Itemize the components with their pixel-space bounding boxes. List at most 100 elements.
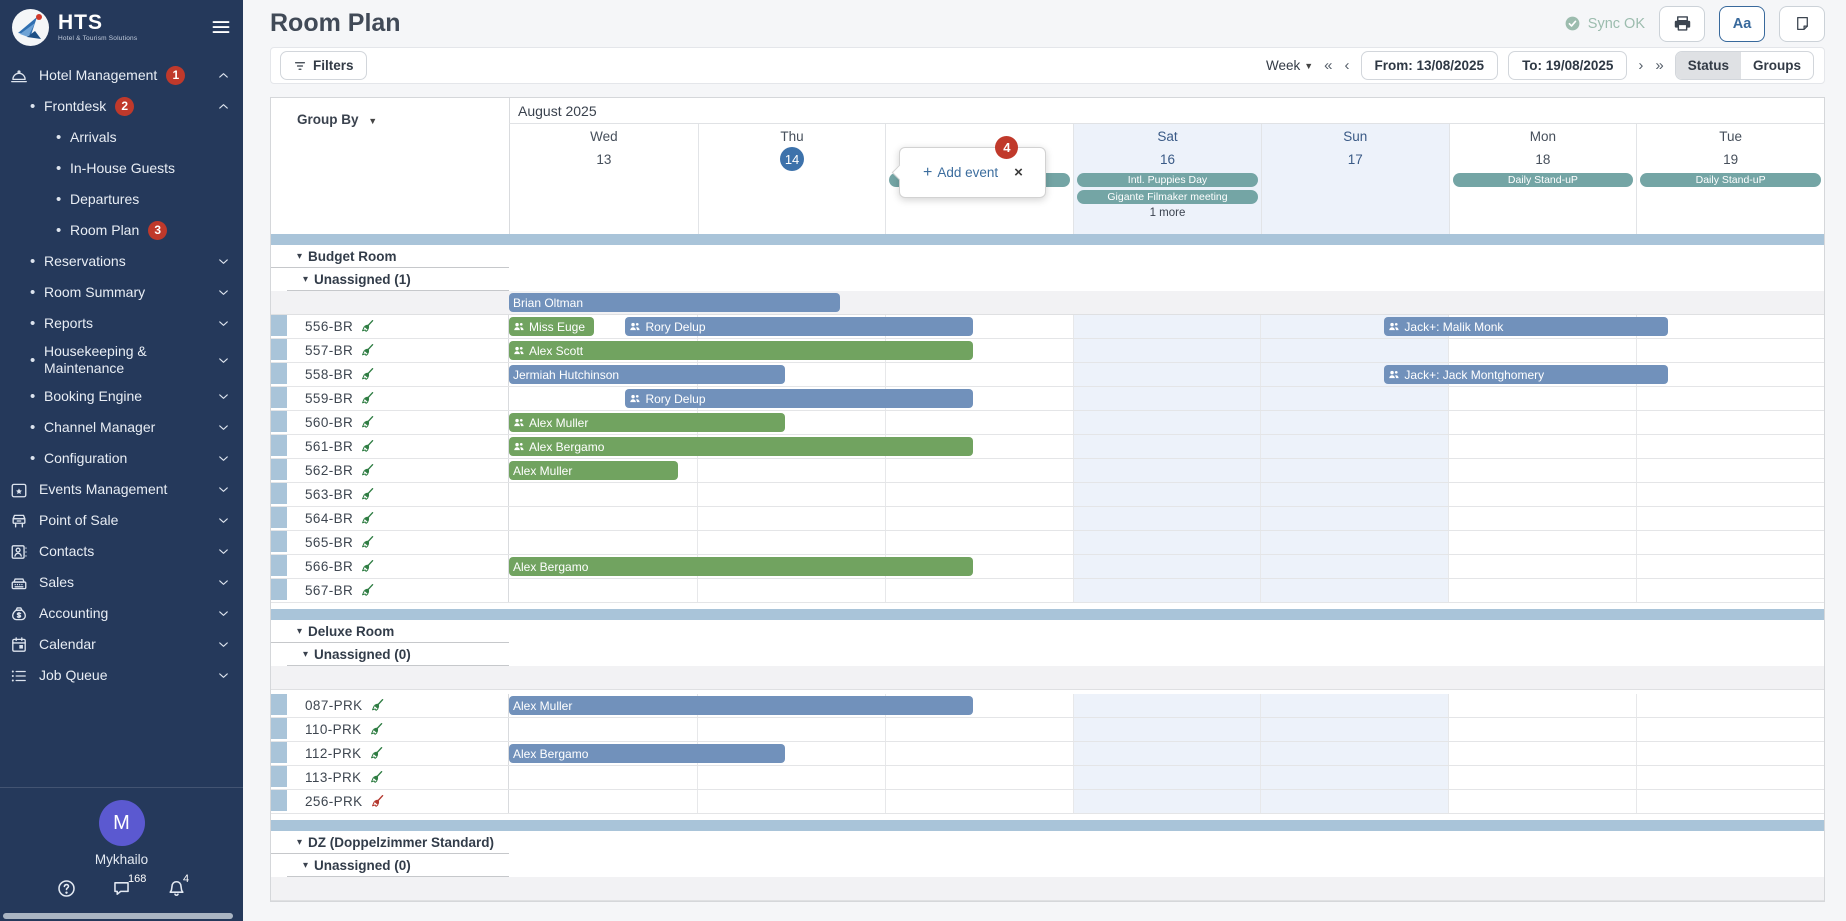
broom-icon[interactable] xyxy=(360,559,375,574)
chevron-down-icon[interactable] xyxy=(216,606,231,621)
room-label-cell[interactable]: 556-BR xyxy=(287,315,509,338)
chevron-up-icon[interactable] xyxy=(216,68,231,83)
sidebar-item-room-summary[interactable]: • Room Summary xyxy=(0,277,243,308)
collapse-caret-icon[interactable]: ▾ xyxy=(303,649,309,660)
chevron-down-icon[interactable] xyxy=(216,513,231,528)
print-button[interactable] xyxy=(1659,5,1705,42)
broom-icon[interactable] xyxy=(360,535,375,550)
help-icon[interactable] xyxy=(57,879,76,903)
room-label-cell[interactable]: 560-BR xyxy=(287,411,509,434)
broom-icon[interactable] xyxy=(360,391,375,406)
day-header-sat[interactable]: Sat 16 Intl. Puppies Day Gigante Filmaker m… xyxy=(1073,124,1261,234)
bell-icon[interactable]: 4 xyxy=(167,873,189,903)
room-day-area[interactable] xyxy=(509,531,1824,554)
sidebar-item-sales[interactable]: Sales xyxy=(0,567,243,598)
reservation-bar[interactable]: Jermiah Hutchinson xyxy=(509,365,786,384)
collapse-caret-icon[interactable]: ▾ xyxy=(297,251,303,262)
broom-icon[interactable] xyxy=(360,343,375,358)
room-label-cell[interactable]: 561-BR xyxy=(287,435,509,458)
day-header-tue[interactable]: Tue 19 Daily Stand-uP xyxy=(1636,124,1824,234)
room-day-area[interactable] xyxy=(509,718,1824,741)
chevron-down-icon[interactable] xyxy=(216,254,231,269)
reservation-bar[interactable]: Jack+: Malik Monk xyxy=(1384,317,1669,336)
reservation-bar[interactable]: Miss Euge xyxy=(509,317,594,336)
collapse-caret-icon[interactable]: ▾ xyxy=(303,860,309,871)
broom-icon[interactable] xyxy=(360,319,375,334)
room-day-area[interactable]: Alex Muller xyxy=(509,694,1824,717)
unassigned-header[interactable]: ▾ Unassigned (1) xyxy=(271,268,1824,291)
group-header-budget-room[interactable]: ▾ Budget Room xyxy=(271,245,1824,268)
room-label-cell[interactable]: 566-BR xyxy=(287,555,509,578)
reservation-bar[interactable]: Alex Muller xyxy=(509,696,973,715)
chat-icon[interactable]: 168 xyxy=(112,873,146,903)
reservation-bar[interactable]: Alex Bergamo xyxy=(509,557,973,576)
reservation-bar[interactable]: Alex Scott xyxy=(509,341,973,360)
chevron-down-icon[interactable] xyxy=(216,316,231,331)
room-label-cell[interactable]: 557-BR xyxy=(287,339,509,362)
room-label-cell[interactable]: 256-PRK xyxy=(287,790,509,813)
broom-icon[interactable] xyxy=(369,770,384,785)
chevron-up-icon[interactable] xyxy=(216,99,231,114)
broom-icon[interactable] xyxy=(370,794,385,809)
room-label-cell[interactable]: 113-PRK xyxy=(287,766,509,789)
chevron-down-icon[interactable] xyxy=(216,420,231,435)
room-label-cell[interactable]: 562-BR xyxy=(287,459,509,482)
sidebar-item-housekeeping-maintenance[interactable]: • Housekeeping & Maintenance xyxy=(0,339,243,381)
room-day-area[interactable]: Miss Euge Rory Delup Jack+: Malik Monk xyxy=(509,315,1824,338)
broom-icon[interactable] xyxy=(360,583,375,598)
sidebar-item-job-queue[interactable]: Job Queue xyxy=(0,660,243,691)
chevron-down-icon[interactable] xyxy=(216,389,231,404)
notes-button[interactable] xyxy=(1779,5,1825,42)
room-day-area[interactable]: Alex Bergamo xyxy=(509,555,1824,578)
add-event-button[interactable]: + Add event xyxy=(923,164,998,182)
chevron-down-icon[interactable] xyxy=(216,353,231,368)
reservation-bar[interactable]: Brian Oltman xyxy=(509,293,840,312)
date-to-field[interactable]: To: 19/08/2025 xyxy=(1508,51,1628,80)
sidebar-item-departures[interactable]: • Departures xyxy=(0,184,243,215)
sidebar-item-arrivals[interactable]: • Arrivals xyxy=(0,122,243,153)
broom-icon[interactable] xyxy=(370,698,385,713)
view-toggle-status[interactable]: Status xyxy=(1675,52,1741,79)
reservation-bar[interactable]: Alex Muller xyxy=(509,413,786,432)
day-header-sun[interactable]: Sun 17 xyxy=(1260,124,1449,234)
reservation-bar[interactable]: Rory Delup xyxy=(625,389,973,408)
sidebar-item-hotel-management[interactable]: Hotel Management 1 xyxy=(0,60,243,91)
calendar-event-pill[interactable]: Intl. Puppies Day xyxy=(1077,173,1258,187)
avatar[interactable]: M xyxy=(98,800,145,846)
sidebar-item-accounting[interactable]: Accounting xyxy=(0,598,243,629)
day-header-wed[interactable]: Wed 13 xyxy=(510,124,698,234)
sidebar-item-booking-engine[interactable]: • Booking Engine xyxy=(0,381,243,412)
room-day-area[interactable]: Jermiah Hutchinson Jack+: Jack Montghomer… xyxy=(509,363,1824,386)
sidebar-item-reservations[interactable]: • Reservations xyxy=(0,246,243,277)
room-label-cell[interactable]: 564-BR xyxy=(287,507,509,530)
room-label-cell[interactable]: 563-BR xyxy=(287,483,509,506)
calendar-event-pill[interactable]: Daily Stand-uP xyxy=(1452,173,1634,187)
unassigned-day-area[interactable] xyxy=(509,666,1824,689)
broom-icon[interactable] xyxy=(360,463,375,478)
font-size-button[interactable]: Aa xyxy=(1719,5,1765,42)
broom-icon[interactable] xyxy=(369,746,384,761)
chevron-down-icon[interactable] xyxy=(216,544,231,559)
reservation-bar[interactable]: Jack+: Jack Montghomery xyxy=(1384,365,1669,384)
reservation-bar[interactable]: Alex Bergamo xyxy=(509,437,973,456)
room-day-area[interactable] xyxy=(509,579,1824,602)
sidebar-item-events-management[interactable]: Events Management xyxy=(0,474,243,505)
chevron-down-icon[interactable] xyxy=(216,668,231,683)
collapse-caret-icon[interactable]: ▾ xyxy=(303,274,309,285)
day-header-mon[interactable]: Mon 18 Daily Stand-uP xyxy=(1448,124,1637,234)
sidebar-item-room-plan[interactable]: • Room Plan 3 xyxy=(0,215,243,246)
sidebar-item-configuration[interactable]: • Configuration xyxy=(0,443,243,474)
room-day-area[interactable] xyxy=(509,790,1824,813)
room-day-area[interactable] xyxy=(509,766,1824,789)
view-toggle-groups[interactable]: Groups xyxy=(1752,58,1801,73)
room-day-area[interactable] xyxy=(509,483,1824,506)
room-label-cell[interactable]: 565-BR xyxy=(287,531,509,554)
broom-icon[interactable] xyxy=(360,415,375,430)
sidebar-item-frontdesk[interactable]: • Frontdesk 2 xyxy=(0,91,243,122)
broom-icon[interactable] xyxy=(360,487,375,502)
group-header-deluxe-room[interactable]: ▾ Deluxe Room xyxy=(271,620,1824,643)
broom-icon[interactable] xyxy=(360,511,375,526)
room-label-cell[interactable]: 559-BR xyxy=(287,387,509,410)
broom-icon[interactable] xyxy=(369,722,384,737)
chevron-down-icon[interactable] xyxy=(216,575,231,590)
